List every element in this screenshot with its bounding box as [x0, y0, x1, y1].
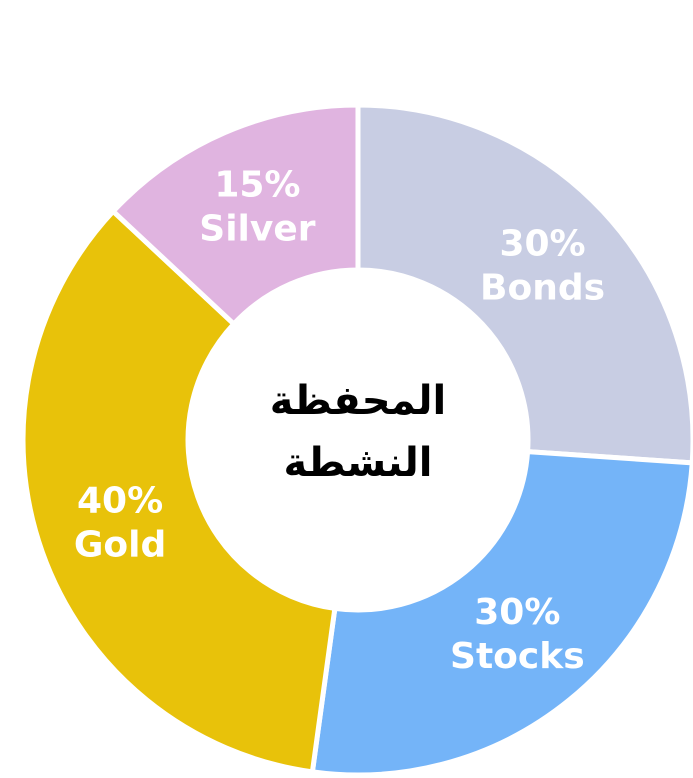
- value-label: 40%: [77, 481, 163, 522]
- slice: [20, 208, 338, 775]
- chart-title: المحفظة النشطة: [269, 378, 447, 486]
- category-label: Stocks: [450, 636, 585, 677]
- slice: [110, 102, 361, 327]
- value-label: 30%: [474, 592, 560, 633]
- value-label: 15%: [214, 164, 300, 205]
- slice: [309, 449, 693, 778]
- category-label: Gold: [74, 525, 166, 566]
- slice: [355, 102, 693, 466]
- category-label: Bonds: [480, 268, 605, 309]
- category-label: Silver: [199, 208, 315, 249]
- value-label: 30%: [499, 224, 585, 265]
